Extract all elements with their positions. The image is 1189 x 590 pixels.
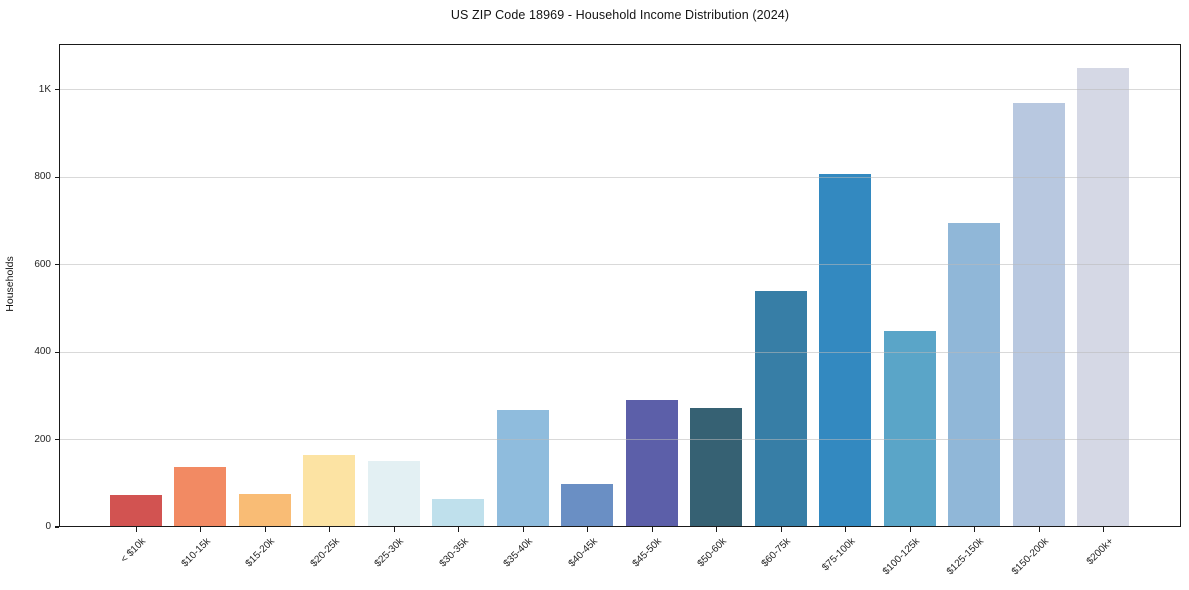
x-tick-mark bbox=[716, 527, 718, 532]
bar-$20-25k bbox=[303, 454, 356, 526]
x-tick-mark bbox=[845, 527, 847, 532]
x-tick-label: $125-150k bbox=[945, 536, 987, 578]
x-tick-label: $35-40k bbox=[501, 536, 535, 570]
bar-$125-150k bbox=[948, 223, 1001, 526]
y-tick-mark bbox=[54, 264, 59, 266]
y-axis-label: Households bbox=[4, 256, 16, 312]
bar-$10-15k bbox=[174, 467, 227, 526]
chart-title: US ZIP Code 18969 - Household Income Dis… bbox=[450, 8, 790, 22]
y-tick-mark bbox=[54, 526, 59, 528]
x-tick-mark bbox=[651, 527, 653, 532]
gridline-600 bbox=[60, 264, 1180, 266]
x-tick-mark bbox=[329, 527, 331, 532]
gridline-200 bbox=[60, 439, 1180, 440]
x-tick-mark bbox=[1038, 527, 1040, 532]
bar-$35-40k bbox=[496, 410, 549, 526]
y-tick-mark bbox=[54, 176, 59, 178]
x-tick-mark bbox=[1103, 527, 1105, 532]
x-tick-mark bbox=[135, 527, 137, 532]
gridline-800 bbox=[60, 176, 1180, 178]
x-tick-label: < $10k bbox=[118, 536, 148, 566]
x-tick-mark bbox=[587, 527, 589, 532]
bar-$100-125k bbox=[883, 331, 936, 526]
y-tick-mark bbox=[54, 438, 59, 441]
x-tick-label: $40-45k bbox=[566, 536, 600, 570]
plot-area bbox=[59, 44, 1181, 527]
bar-$25-30k bbox=[367, 460, 420, 526]
x-tick-label: $100-125k bbox=[880, 536, 922, 578]
x-tick-mark bbox=[780, 527, 782, 532]
gridline-1K bbox=[60, 89, 1180, 91]
bar-$45-50k bbox=[625, 399, 678, 526]
y-tick-label: 600 bbox=[34, 258, 51, 270]
bar-$75-100k bbox=[819, 173, 872, 526]
x-tick-mark bbox=[909, 527, 911, 532]
x-tick-mark bbox=[264, 527, 266, 532]
x-tick-label: $75-100k bbox=[820, 536, 858, 574]
x-tick-label: $25-30k bbox=[372, 536, 406, 570]
y-tick-mark bbox=[54, 89, 59, 91]
x-tick-mark bbox=[393, 527, 395, 532]
bar-$40-45k bbox=[561, 484, 614, 526]
x-tick-mark bbox=[200, 527, 202, 532]
bar-$50-60k bbox=[690, 408, 743, 526]
x-tick-label: $60-75k bbox=[759, 536, 793, 570]
x-tick-label: $20-25k bbox=[308, 536, 342, 570]
bar-$150-200k bbox=[1012, 103, 1065, 526]
x-tick-label: $45-50k bbox=[630, 536, 664, 570]
bar-$200k+ bbox=[1077, 68, 1130, 526]
x-tick-label: $15-20k bbox=[243, 536, 277, 570]
x-tick-label: $30-35k bbox=[437, 536, 471, 570]
bar-$30-35k bbox=[432, 498, 485, 526]
x-tick-label: $10-15k bbox=[179, 536, 213, 570]
y-tick-label: 0 bbox=[45, 521, 51, 532]
bar-$60-75k bbox=[754, 291, 807, 526]
y-tick-label: 400 bbox=[34, 346, 51, 358]
x-tick-mark bbox=[458, 527, 460, 532]
y-tick-label: 800 bbox=[34, 171, 51, 183]
y-tick-label: 200 bbox=[34, 433, 51, 445]
x-tick-label: $50-60k bbox=[695, 536, 729, 570]
x-tick-mark bbox=[522, 527, 524, 532]
x-tick-mark bbox=[974, 527, 976, 532]
gridline-400 bbox=[60, 351, 1180, 353]
x-tick-label: $200k+ bbox=[1084, 536, 1116, 568]
bar-< $10k bbox=[109, 494, 162, 526]
x-tick-label: $150-200k bbox=[1009, 536, 1051, 578]
y-tick-mark bbox=[54, 351, 59, 353]
bar-$15-20k bbox=[238, 493, 291, 526]
y-tick-label: 1K bbox=[38, 83, 51, 95]
